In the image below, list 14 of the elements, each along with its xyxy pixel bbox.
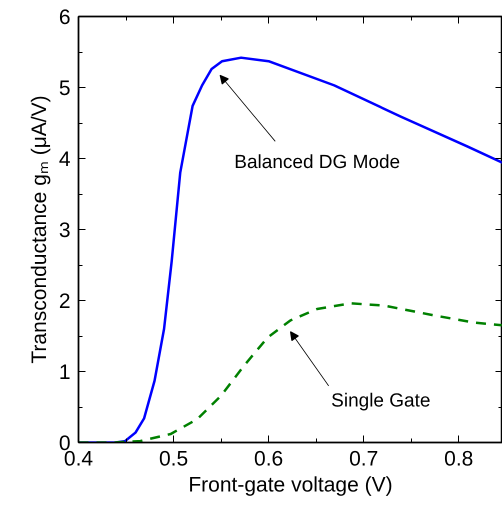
y-axis-title: Transconductance gₘ (μA/V) (28, 95, 51, 364)
annotation: Single Gate (331, 390, 430, 412)
y-tick-label: 4 (58, 148, 71, 171)
y-tick-label: 6 (58, 6, 71, 29)
x-tick-label: 0.7 (349, 448, 378, 470)
x-axis-title: Front-gate voltage (V) (188, 474, 393, 496)
annotation: Balanced DG Mode (234, 152, 400, 174)
y-tick-label: 1 (58, 361, 71, 384)
x-tick-label: 0.8 (444, 448, 474, 470)
x-tick-label: 0.6 (254, 448, 284, 470)
x-tick-label: 0.5 (158, 448, 188, 470)
y-tick-label: 3 (58, 219, 71, 242)
y-tick-label: 5 (58, 77, 71, 100)
y-tick-label: 2 (58, 290, 71, 313)
